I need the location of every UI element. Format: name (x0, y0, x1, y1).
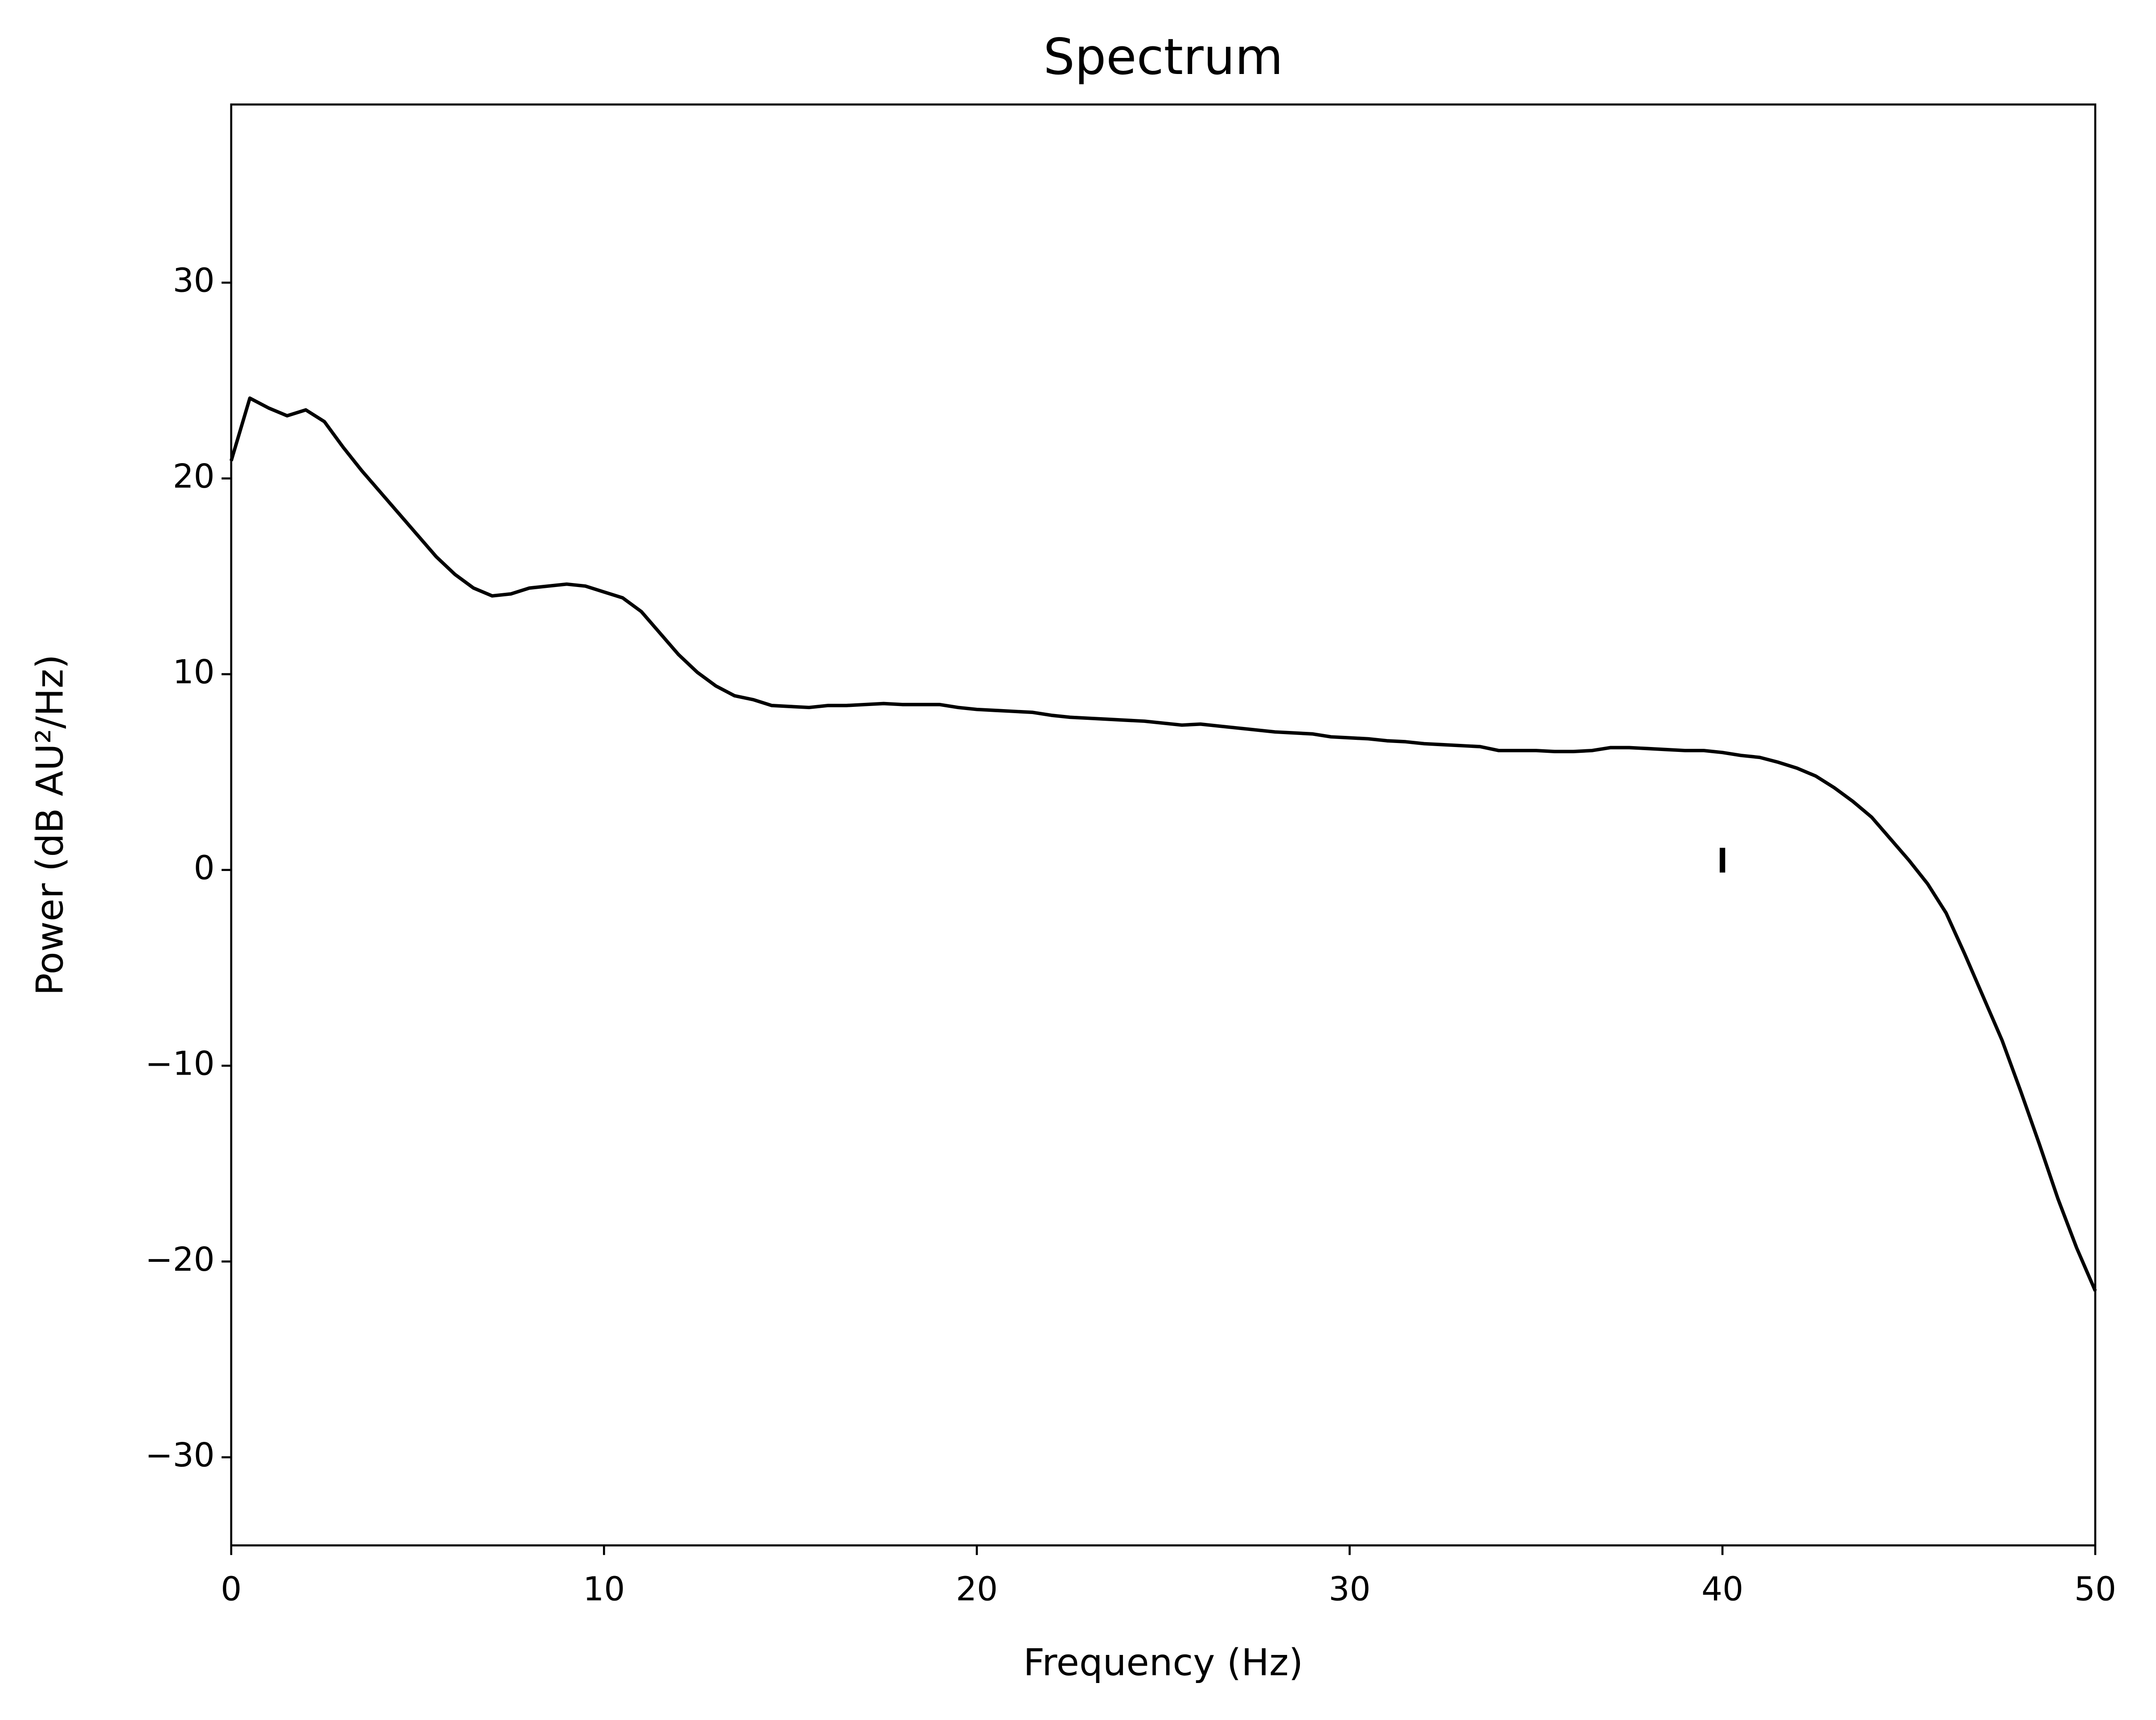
x-tick-label: 10 (583, 1570, 625, 1609)
x-tick-label: 0 (221, 1570, 242, 1609)
y-tick-label: 10 (173, 653, 215, 691)
x-tick-label: 50 (2074, 1570, 2116, 1609)
plot-frame (230, 103, 2097, 1547)
x-tick-label: 30 (1328, 1570, 1370, 1609)
y-tick-label: 30 (173, 262, 215, 300)
y-axis-label: Power (dB AU²/Hz) (29, 654, 72, 995)
chart-title: Spectrum (1043, 29, 1283, 86)
y-tick-label: −20 (145, 1240, 215, 1279)
y-tick-label: 0 (194, 849, 215, 887)
x-axis-label: Frequency (Hz) (1023, 1641, 1303, 1684)
x-tick-label: 20 (956, 1570, 998, 1609)
spectrum-line (230, 396, 2097, 1292)
y-tick-label: −30 (145, 1436, 215, 1474)
y-tick-label: 20 (173, 457, 215, 496)
x-tick-label: 40 (1701, 1570, 1743, 1609)
y-tick-label: −10 (145, 1045, 215, 1083)
